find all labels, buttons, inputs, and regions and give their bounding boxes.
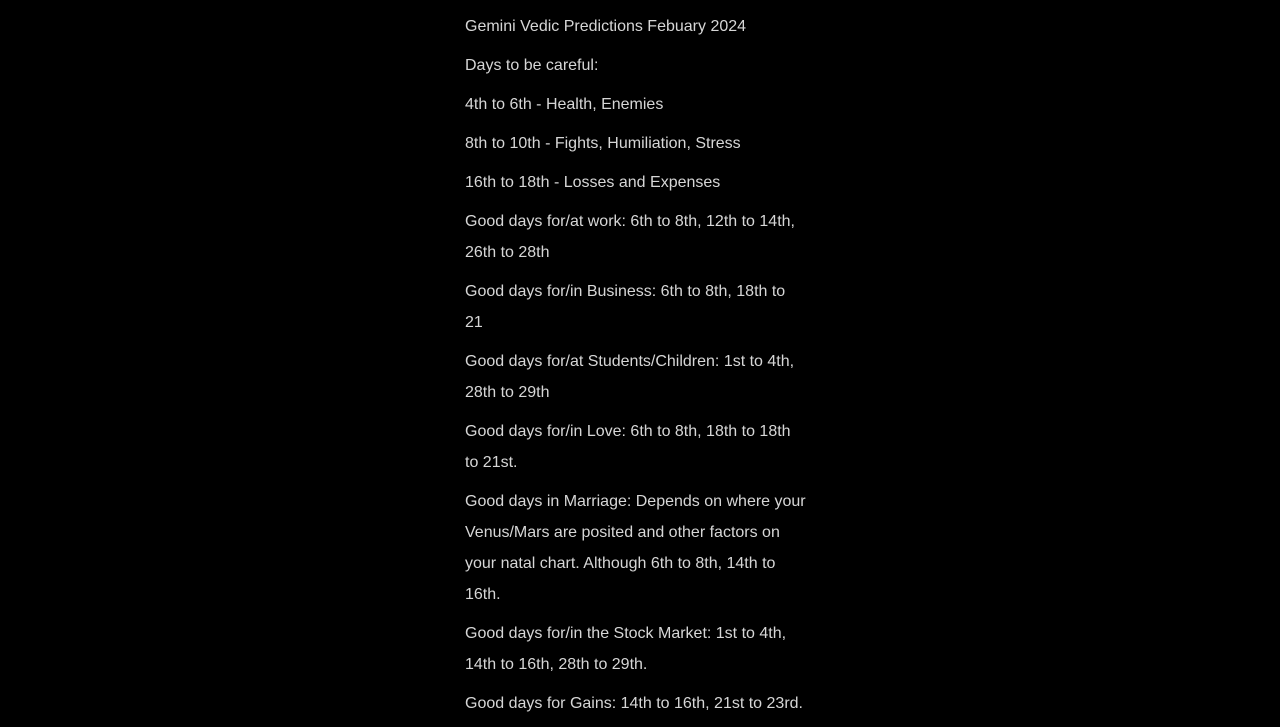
paragraph-line: 21 — [465, 314, 483, 331]
paragraph-line: Days to be careful: — [465, 57, 599, 74]
paragraph-line: 16th to 18th - Losses and Expenses — [465, 174, 721, 191]
paragraph-list: Days to be careful: 4th to 6th - Health, … — [465, 50, 825, 719]
paragraph-line: Venus/Mars are posited and other factors… — [465, 524, 780, 541]
paragraph: Good days for/at Students/Children: 1st … — [465, 346, 825, 408]
paragraph-line: to 21st. — [465, 454, 518, 471]
paragraph-line: Good days for/at work: 6th to 8th, 12th … — [465, 213, 795, 230]
paragraph-line: 14th to 16th, 28th to 29th. — [465, 656, 648, 673]
title-text: Gemini Vedic Predictions Febuary 2024 — [465, 18, 747, 35]
paragraph: Good days in Marriage: Depends on where … — [465, 486, 825, 610]
document-title: Gemini Vedic Predictions Febuary 2024 — [465, 11, 825, 42]
paragraph-line: 8th to 10th - Fights, Humiliation, Stres… — [465, 135, 741, 152]
paragraph-line: 28th to 29th — [465, 384, 550, 401]
paragraph: Good days for/in the Stock Market: 1st t… — [465, 618, 825, 680]
paragraph-line: 4th to 6th - Health, Enemies — [465, 96, 664, 113]
paragraph: 16th to 18th - Losses and Expenses — [465, 167, 825, 198]
paragraph: Good days for/in Love: 6th to 8th, 18th … — [465, 416, 825, 478]
paragraph: 8th to 10th - Fights, Humiliation, Stres… — [465, 128, 825, 159]
paragraph: Days to be careful: — [465, 50, 825, 81]
paragraph-line: 16th. — [465, 586, 501, 603]
paragraph-line: Good days for/in Love: 6th to 8th, 18th … — [465, 423, 791, 440]
document: Gemini Vedic Predictions Febuary 2024 Da… — [465, 11, 825, 727]
paragraph: 4th to 6th - Health, Enemies — [465, 89, 825, 120]
paragraph: Good days for/in Business: 6th to 8th, 1… — [465, 276, 825, 338]
paragraph-line: Good days for/in Business: 6th to 8th, 1… — [465, 283, 786, 300]
paragraph-line: Good days in Marriage: Depends on where … — [465, 493, 806, 510]
paragraph-line: Good days for/at Students/Children: 1st … — [465, 353, 795, 370]
paragraph-line: Good days for Gains: 14th to 16th, 21st … — [465, 695, 803, 712]
paragraph: Good days for/at work: 6th to 8th, 12th … — [465, 206, 825, 268]
paragraph: Good days for Gains: 14th to 16th, 21st … — [465, 688, 825, 719]
paragraph-line: your natal chart. Although 6th to 8th, 1… — [465, 555, 776, 572]
paragraph-line: 26th to 28th — [465, 244, 550, 261]
paragraph-line: Good days for/in the Stock Market: 1st t… — [465, 625, 787, 642]
